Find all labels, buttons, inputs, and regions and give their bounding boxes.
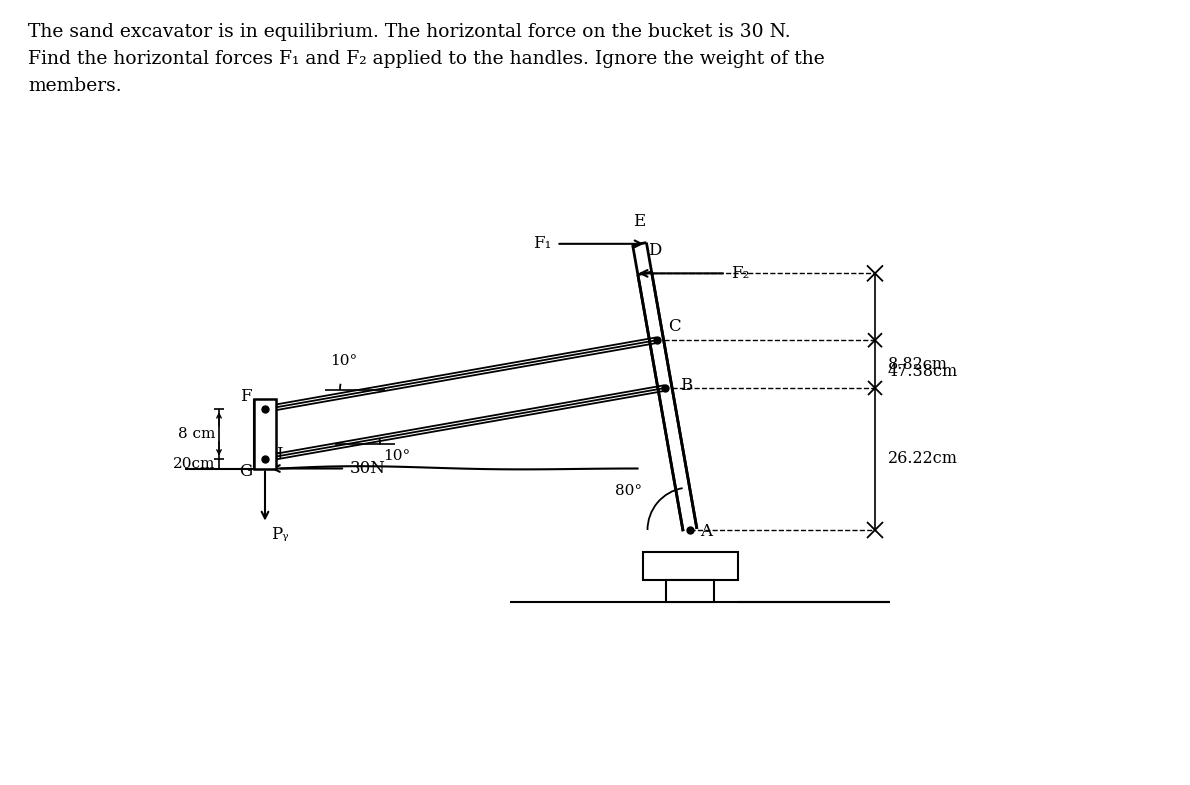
Text: Pᵧ: Pᵧ xyxy=(271,525,288,542)
Text: 8 cm: 8 cm xyxy=(177,427,215,441)
Text: 26.22cm: 26.22cm xyxy=(888,451,958,468)
Text: 8.82cm: 8.82cm xyxy=(888,356,948,373)
Text: F₁: F₁ xyxy=(533,236,551,252)
Text: G: G xyxy=(239,462,252,480)
Text: E: E xyxy=(633,213,646,230)
Text: H: H xyxy=(268,446,283,462)
Text: B: B xyxy=(679,378,693,395)
Text: 30N: 30N xyxy=(350,460,386,477)
Text: 10°: 10° xyxy=(330,354,357,368)
Bar xyxy=(253,400,276,469)
Bar xyxy=(643,552,738,580)
Text: A: A xyxy=(700,524,712,541)
Text: 47.38cm: 47.38cm xyxy=(888,363,958,380)
Text: members.: members. xyxy=(29,77,121,95)
Text: C: C xyxy=(669,318,681,335)
Text: D: D xyxy=(647,243,662,259)
Text: Find the horizontal forces F₁ and F₂ applied to the handles. Ignore the weight o: Find the horizontal forces F₁ and F₂ app… xyxy=(29,50,825,68)
Text: F: F xyxy=(240,389,252,405)
Text: The sand excavator is in equilibrium. The horizontal force on the bucket is 30 N: The sand excavator is in equilibrium. Th… xyxy=(29,23,790,41)
Text: 10°: 10° xyxy=(383,449,411,463)
Text: 80°: 80° xyxy=(615,484,643,498)
Text: 20cm: 20cm xyxy=(173,457,215,470)
Bar xyxy=(666,580,714,602)
Text: F₂: F₂ xyxy=(731,265,749,282)
